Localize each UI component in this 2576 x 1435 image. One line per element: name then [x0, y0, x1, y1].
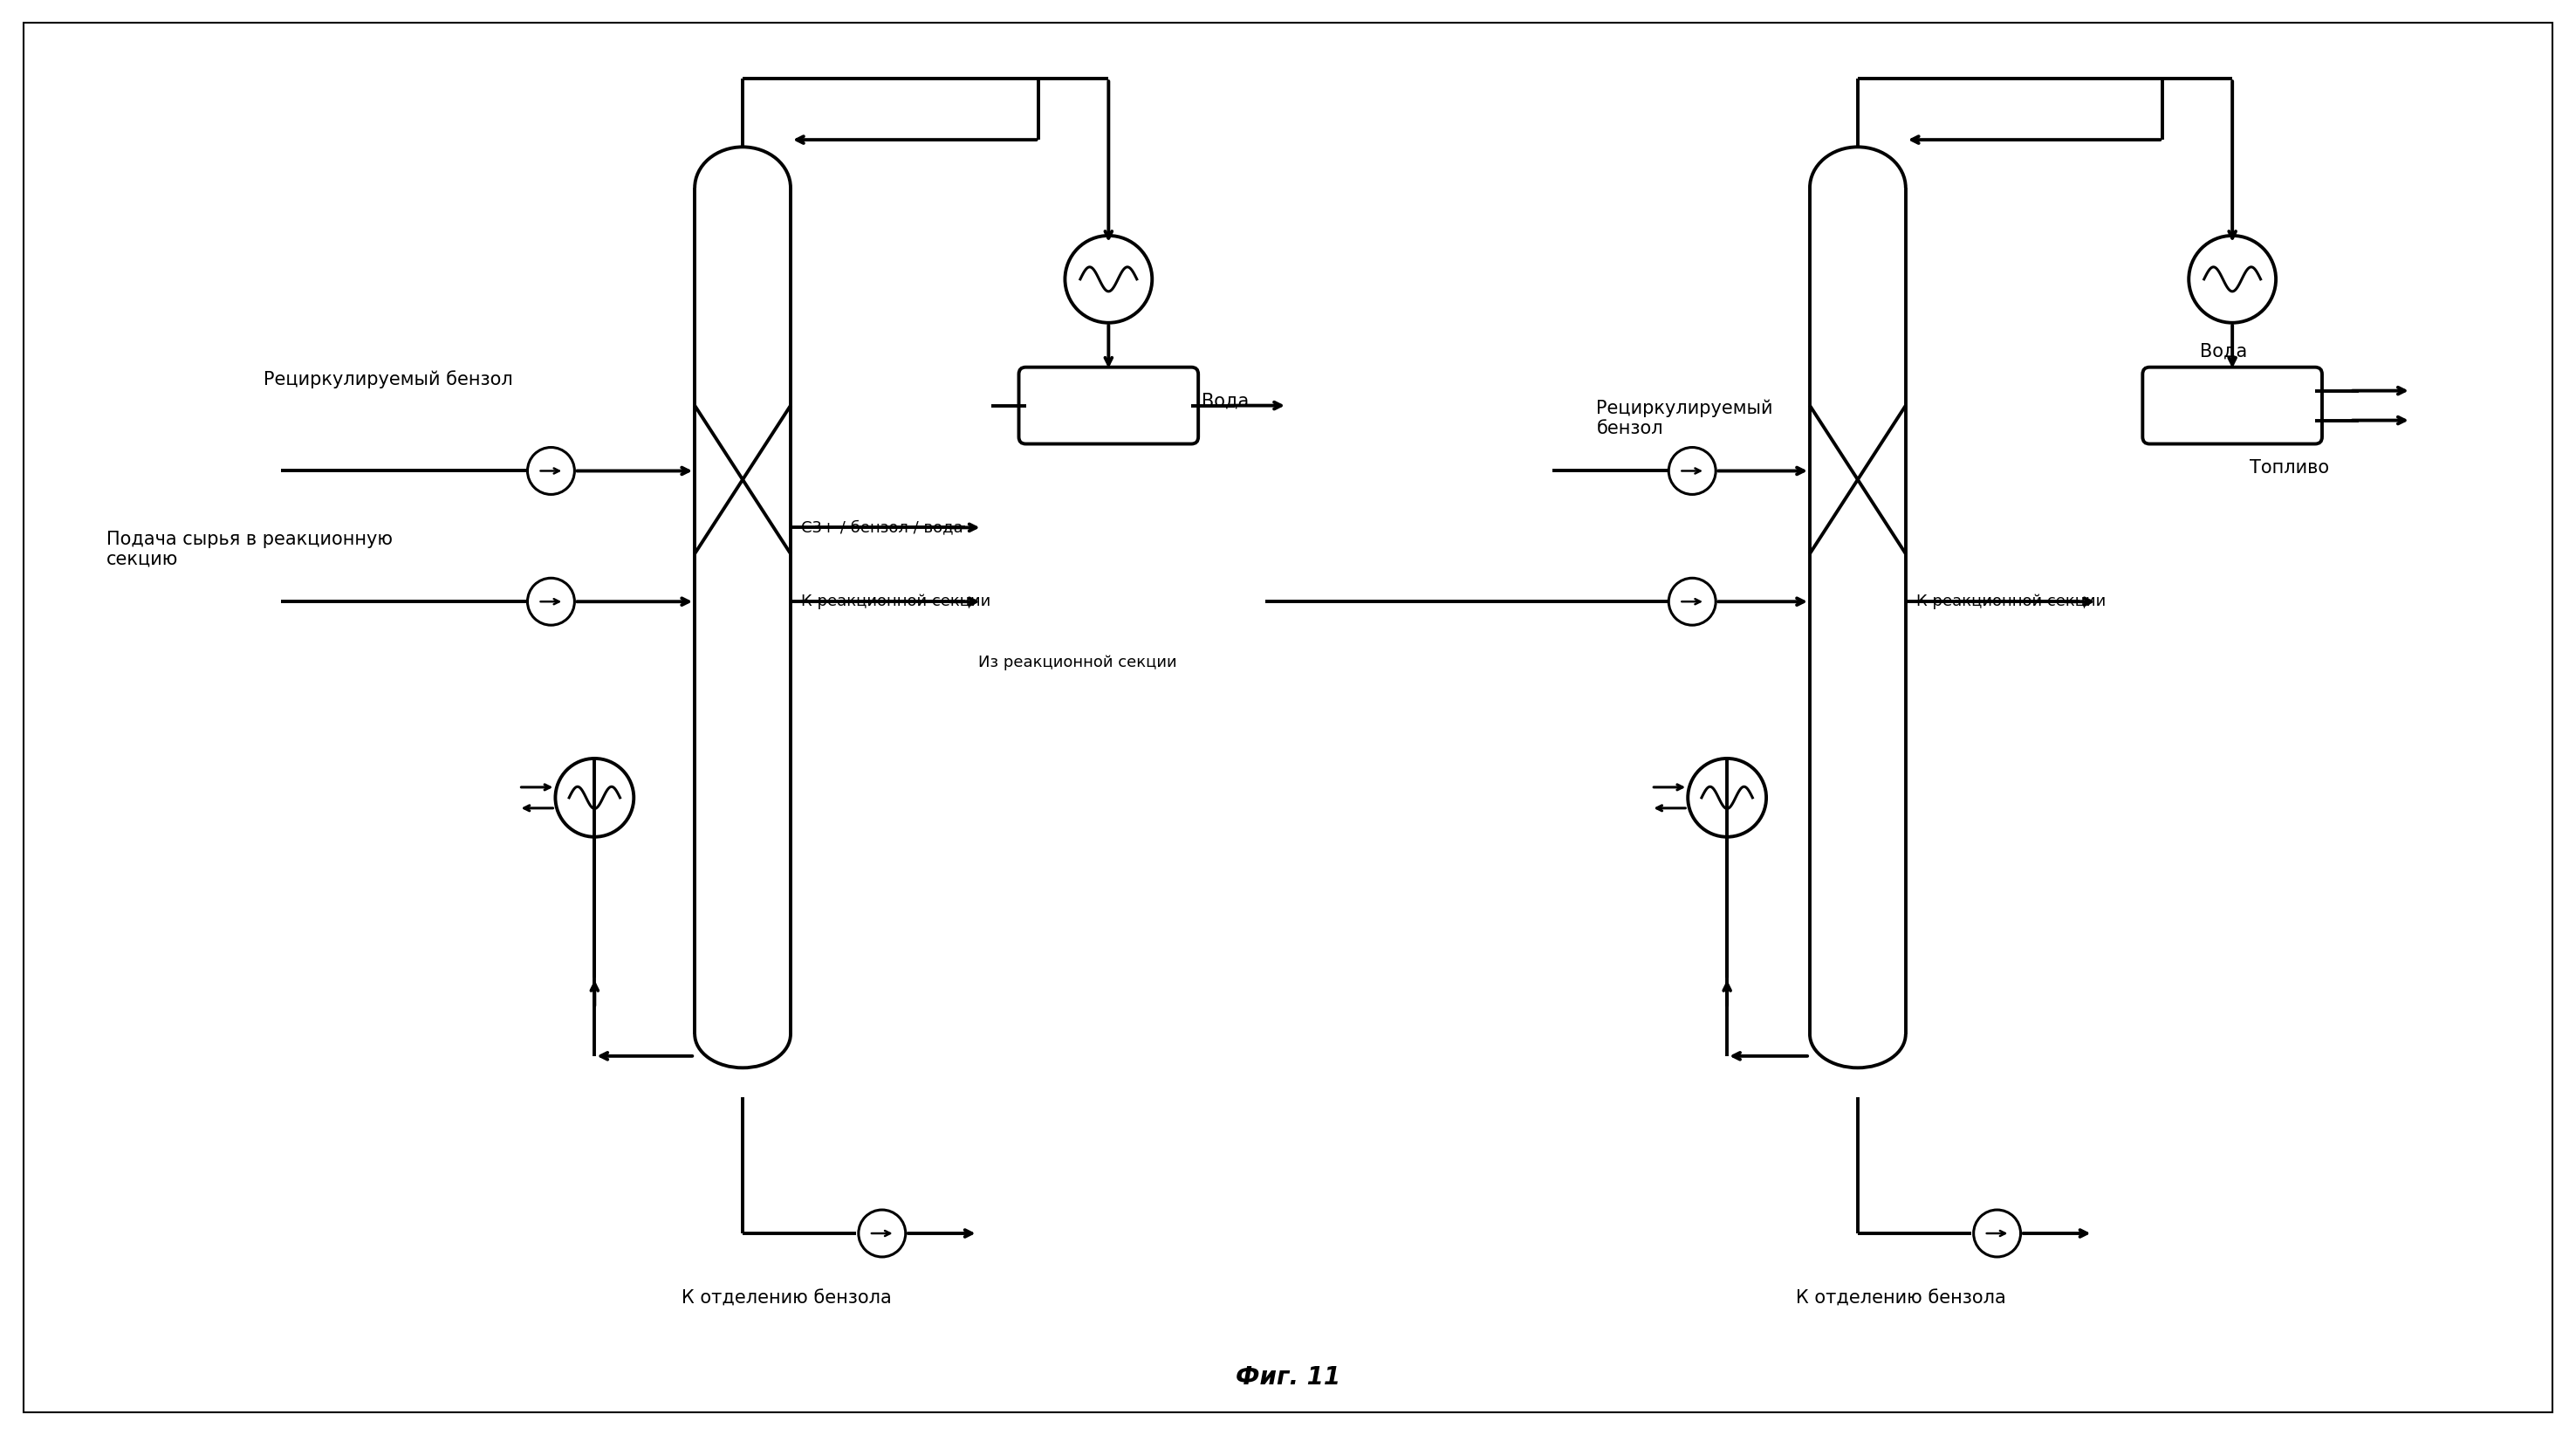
Text: Подача сырья в реакционную
секцию: Подача сырья в реакционную секцию	[106, 531, 394, 568]
Text: Фиг. 11: Фиг. 11	[1236, 1365, 1340, 1389]
Text: Рециркулируемый
бензол: Рециркулируемый бензол	[1597, 399, 1772, 438]
Text: К реакционной секции: К реакционной секции	[1917, 594, 2105, 610]
Text: Вода: Вода	[1203, 392, 1249, 410]
Text: К реакционной секции: К реакционной секции	[801, 594, 992, 610]
Text: C3+ / бензол / вода: C3+ / бензол / вода	[801, 519, 963, 535]
Text: Вода: Вода	[2200, 343, 2246, 360]
Text: К отделению бензола: К отделению бензола	[680, 1290, 891, 1307]
Text: Из реакционной секции: Из реакционной секции	[979, 654, 1177, 670]
Text: Топливо: Топливо	[2249, 459, 2329, 476]
Text: Рециркулируемый бензол: Рециркулируемый бензол	[263, 370, 513, 389]
Text: К отделению бензола: К отделению бензола	[1795, 1290, 2007, 1307]
